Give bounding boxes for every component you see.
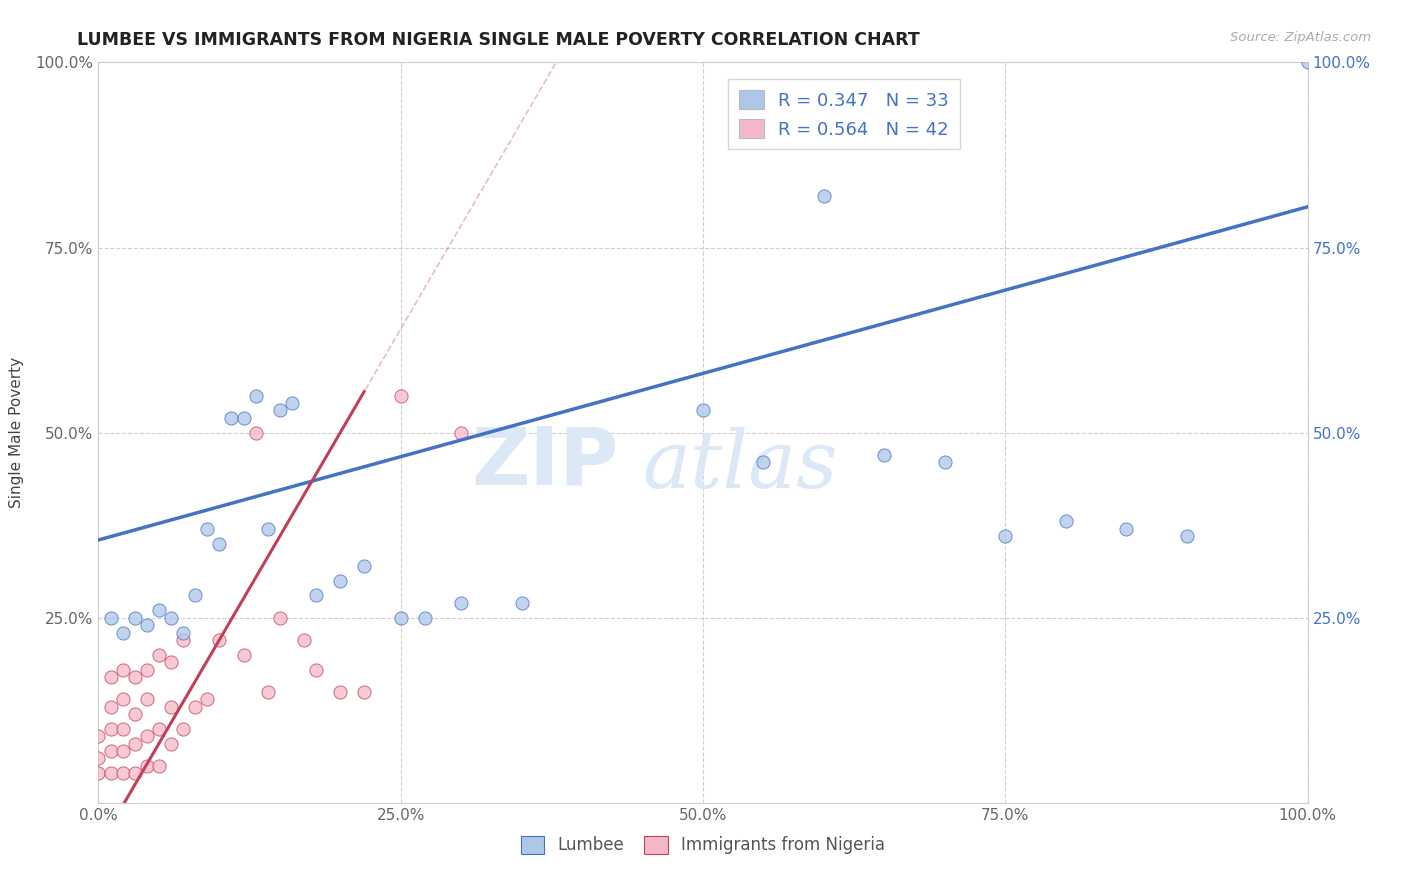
Point [195,522,218,536]
Point [305,589,328,603]
Point [510,596,533,610]
Point [124,706,146,721]
Point [124,610,146,624]
Legend: Lumbee, Immigrants from Nigeria: Lumbee, Immigrants from Nigeria [515,829,891,861]
Point [135,663,157,677]
Point [353,685,375,699]
Point [281,396,304,410]
Point [172,625,194,640]
Point [87,766,110,780]
Point [256,685,278,699]
Point [329,685,352,699]
Point [100,670,122,684]
Point [269,403,291,417]
Point [353,558,375,573]
Point [413,610,436,624]
Point [100,722,122,736]
Point [389,388,412,402]
Point [124,737,146,751]
Point [245,425,267,440]
Point [195,692,218,706]
Point [148,758,170,772]
Point [135,692,157,706]
Point [221,410,243,425]
Point [135,758,157,772]
Point [232,648,254,662]
Point [305,663,328,677]
Point [208,632,231,647]
Point [148,603,170,617]
Point [160,737,183,751]
Point [692,403,714,417]
Point [148,648,170,662]
Point [172,632,194,647]
Point [148,722,170,736]
Point [934,455,956,469]
Point [111,663,134,677]
Point [994,529,1017,543]
Point [160,699,183,714]
Point [100,610,122,624]
Text: Source: ZipAtlas.com: Source: ZipAtlas.com [1230,31,1371,45]
Y-axis label: Single Male Poverty: Single Male Poverty [10,357,24,508]
Point [100,744,122,758]
Point [160,610,183,624]
Point [873,448,896,462]
Point [87,751,110,765]
Point [184,589,207,603]
Point [450,425,472,440]
Point [208,536,231,550]
Text: ZIP: ZIP [471,423,619,501]
Point [1175,529,1198,543]
Point [269,610,291,624]
Point [87,729,110,743]
Text: atlas: atlas [643,427,838,505]
Point [329,574,352,588]
Point [111,625,134,640]
Point [160,655,183,669]
Point [245,388,267,402]
Point [256,522,278,536]
Point [124,766,146,780]
Point [124,670,146,684]
Text: LUMBEE VS IMMIGRANTS FROM NIGERIA SINGLE MALE POVERTY CORRELATION CHART: LUMBEE VS IMMIGRANTS FROM NIGERIA SINGLE… [77,31,920,49]
Point [100,699,122,714]
Point [232,410,254,425]
Point [1054,515,1077,529]
Point [184,699,207,714]
Point [135,618,157,632]
Point [752,455,775,469]
Point [111,744,134,758]
Point [813,188,835,202]
Point [111,766,134,780]
Point [1115,522,1137,536]
Point [292,632,315,647]
Point [111,692,134,706]
Point [100,766,122,780]
Point [172,722,194,736]
Point [450,596,472,610]
Point [111,722,134,736]
Point [135,729,157,743]
Point [389,610,412,624]
Point [1296,55,1319,70]
